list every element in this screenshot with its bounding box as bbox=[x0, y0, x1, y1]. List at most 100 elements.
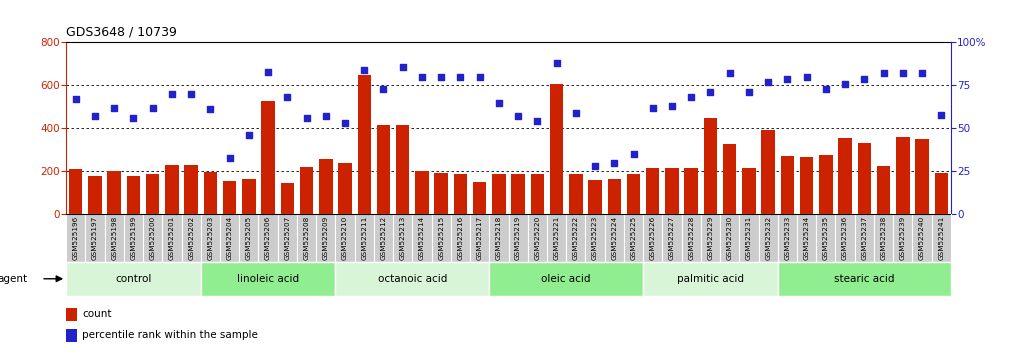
Bar bbox=[586, 214, 605, 262]
Bar bbox=[470, 214, 489, 262]
Text: GSM525205: GSM525205 bbox=[246, 216, 252, 260]
Text: GSM525224: GSM525224 bbox=[611, 216, 617, 260]
Text: GSM525228: GSM525228 bbox=[689, 216, 695, 260]
Text: stearic acid: stearic acid bbox=[834, 274, 895, 284]
Bar bbox=[662, 214, 681, 262]
Bar bbox=[66, 308, 76, 320]
Bar bbox=[396, 125, 410, 214]
Text: control: control bbox=[115, 274, 152, 284]
Text: GSM525236: GSM525236 bbox=[842, 216, 848, 260]
Bar bbox=[473, 182, 486, 214]
Point bbox=[472, 74, 488, 80]
Bar bbox=[105, 214, 124, 262]
Text: GSM525208: GSM525208 bbox=[303, 216, 309, 260]
Bar bbox=[394, 214, 412, 262]
Text: octanoic acid: octanoic acid bbox=[377, 274, 447, 284]
Bar bbox=[376, 125, 391, 214]
Text: GSM525222: GSM525222 bbox=[573, 216, 579, 260]
Bar bbox=[88, 176, 102, 214]
Text: GSM525218: GSM525218 bbox=[496, 216, 501, 260]
Bar bbox=[281, 183, 294, 214]
Bar bbox=[223, 181, 236, 214]
Bar bbox=[817, 214, 836, 262]
Point bbox=[260, 69, 277, 74]
Bar bbox=[358, 75, 371, 214]
Text: GSM525204: GSM525204 bbox=[227, 216, 233, 260]
Text: GSM525214: GSM525214 bbox=[419, 216, 425, 260]
Bar bbox=[623, 214, 643, 262]
Text: GSM525217: GSM525217 bbox=[477, 216, 483, 260]
Point bbox=[529, 119, 545, 124]
Point bbox=[164, 91, 180, 97]
Point bbox=[298, 115, 314, 121]
Text: GSM525198: GSM525198 bbox=[111, 216, 117, 260]
Bar bbox=[588, 180, 602, 214]
Point bbox=[567, 110, 584, 116]
Point bbox=[86, 114, 103, 119]
Text: GSM525213: GSM525213 bbox=[400, 216, 406, 260]
Bar bbox=[759, 214, 778, 262]
Bar bbox=[739, 214, 759, 262]
Point bbox=[548, 60, 564, 66]
Bar bbox=[451, 214, 470, 262]
Point bbox=[375, 86, 392, 92]
Bar bbox=[508, 214, 528, 262]
Point bbox=[125, 115, 141, 121]
Text: GSM525225: GSM525225 bbox=[631, 216, 637, 260]
Bar bbox=[374, 214, 394, 262]
Bar bbox=[681, 214, 701, 262]
Text: GSM525232: GSM525232 bbox=[765, 216, 771, 260]
Point bbox=[279, 95, 296, 100]
Point bbox=[356, 67, 372, 73]
Point bbox=[740, 90, 757, 95]
Bar bbox=[108, 171, 121, 214]
Point bbox=[510, 114, 526, 119]
Bar bbox=[893, 214, 912, 262]
Text: GSM525235: GSM525235 bbox=[823, 216, 829, 260]
Bar bbox=[874, 214, 893, 262]
Bar bbox=[896, 137, 909, 214]
Bar bbox=[316, 214, 336, 262]
Text: GSM525223: GSM525223 bbox=[592, 216, 598, 260]
Bar bbox=[66, 214, 85, 262]
Text: percentile rank within the sample: percentile rank within the sample bbox=[82, 330, 258, 341]
Text: GSM525233: GSM525233 bbox=[784, 216, 790, 260]
Bar bbox=[69, 169, 82, 214]
Bar bbox=[454, 175, 467, 214]
Bar bbox=[85, 214, 105, 262]
Text: GSM525210: GSM525210 bbox=[342, 216, 348, 260]
Bar bbox=[932, 214, 951, 262]
Bar bbox=[489, 262, 643, 296]
Bar bbox=[319, 159, 333, 214]
Point bbox=[722, 70, 738, 76]
Bar bbox=[339, 163, 352, 214]
Point bbox=[837, 81, 853, 86]
Bar bbox=[66, 329, 76, 342]
Bar bbox=[836, 214, 854, 262]
Point bbox=[183, 91, 199, 97]
Point bbox=[703, 90, 719, 95]
Point bbox=[779, 76, 795, 81]
Bar bbox=[547, 214, 566, 262]
Text: GSM525238: GSM525238 bbox=[881, 216, 887, 260]
Text: GSM525239: GSM525239 bbox=[900, 216, 906, 260]
Text: GSM525230: GSM525230 bbox=[727, 216, 732, 260]
Point bbox=[934, 112, 950, 118]
Bar bbox=[336, 214, 355, 262]
Text: GSM525241: GSM525241 bbox=[939, 216, 944, 260]
Bar bbox=[701, 214, 720, 262]
Text: GSM525197: GSM525197 bbox=[92, 216, 98, 260]
Bar bbox=[239, 214, 258, 262]
Bar bbox=[242, 179, 255, 214]
Point bbox=[414, 74, 430, 80]
Bar bbox=[566, 214, 586, 262]
Text: GSM525203: GSM525203 bbox=[207, 216, 214, 260]
Bar bbox=[124, 214, 143, 262]
Bar bbox=[492, 175, 505, 214]
Bar bbox=[643, 262, 778, 296]
Bar bbox=[200, 214, 220, 262]
Point bbox=[106, 105, 122, 110]
Text: GSM525196: GSM525196 bbox=[73, 216, 78, 260]
Point bbox=[202, 107, 219, 112]
Bar bbox=[912, 214, 932, 262]
